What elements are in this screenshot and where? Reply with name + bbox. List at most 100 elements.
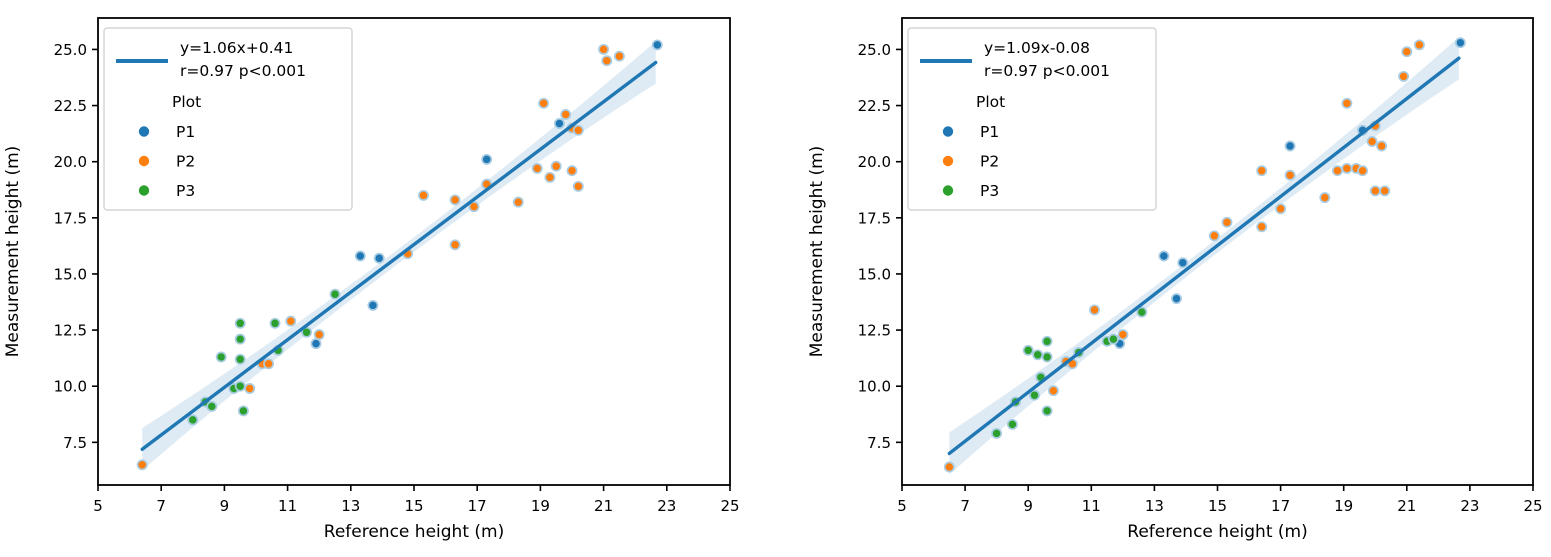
legend-box xyxy=(907,27,1157,211)
x-tick-label: 23 xyxy=(657,497,676,515)
scatter-point xyxy=(449,194,461,206)
x-tick-label: 25 xyxy=(720,497,739,515)
scatter-point xyxy=(560,109,572,120)
scatter-point xyxy=(269,317,281,329)
scatter-point xyxy=(1284,169,1296,181)
scatter-point xyxy=(1366,136,1378,147)
x-tick-label: 9 xyxy=(220,497,230,515)
y-tick-label: 15.0 xyxy=(54,265,87,283)
x-tick-label: 5 xyxy=(93,497,103,515)
scatter-point xyxy=(481,153,493,165)
x-tick-label: 17 xyxy=(468,497,487,515)
scatter-plot-right: 5 7 9 11 13 15 17 19 21 23 25 7.5 10.0 12.5 15.0 17.5 20… xyxy=(776,0,1551,557)
scatter-point xyxy=(1341,97,1353,109)
y-tick-label: 22.5 xyxy=(54,97,87,115)
chart-svg: 5 7 9 11 13 15 17 19 21 23 25 7.5 10.0 12.5 15.0 17.5 20… xyxy=(807,17,1543,542)
scatter-point xyxy=(418,189,429,201)
scatter-point xyxy=(1341,162,1353,174)
scatter-point xyxy=(1398,70,1410,82)
scatter-point xyxy=(553,118,565,129)
y-tick-label: 25.0 xyxy=(858,41,891,59)
legend-fit-label: y=1.09x-0.08 xyxy=(984,39,1090,57)
y-tick-label: 25.0 xyxy=(54,41,87,59)
scatter-point xyxy=(1221,216,1233,228)
scatter-point xyxy=(1006,418,1018,430)
scatter-point xyxy=(329,288,341,300)
y-tick-label: 7.5 xyxy=(867,434,891,452)
legend-label-p2: P2 xyxy=(176,153,195,171)
scatter-point xyxy=(285,315,297,327)
legend-label-p1: P1 xyxy=(176,123,195,141)
scatter-point xyxy=(1208,230,1220,242)
x-tick-label: 23 xyxy=(1460,497,1479,515)
y-tick-label: 7.5 xyxy=(63,434,87,452)
scatter-point xyxy=(234,333,246,345)
y-tick-label: 12.5 xyxy=(54,322,87,340)
x-tick-label: 9 xyxy=(1023,497,1033,515)
scatter-point xyxy=(1413,39,1425,51)
series-P2 xyxy=(136,43,625,471)
scatter-point xyxy=(1136,306,1148,318)
y-tick-label: 15.0 xyxy=(858,265,891,283)
scatter-point xyxy=(1041,405,1053,417)
legend-fit-label: y=1.06x+0.41 xyxy=(180,39,293,57)
legend-label-p1: P1 xyxy=(980,123,999,141)
scatter-point xyxy=(449,239,461,251)
legend-fit-label: r=0.97 p<0.001 xyxy=(180,62,306,80)
scatter-point xyxy=(136,459,148,471)
legend-marker-p1 xyxy=(942,126,954,137)
x-tick-label: 17 xyxy=(1271,497,1290,515)
legend-marker-p3 xyxy=(942,185,954,196)
scatter-point xyxy=(601,55,613,67)
scatter-point xyxy=(1454,37,1466,49)
legend-label-p3: P3 xyxy=(980,182,999,200)
x-tick-label: 7 xyxy=(960,497,970,515)
scatter-point xyxy=(234,380,246,392)
scatter-point xyxy=(1357,165,1369,177)
regression-line xyxy=(140,60,658,451)
scatter-point xyxy=(468,201,480,213)
scatter-point xyxy=(244,383,256,394)
y-tick-label: 22.5 xyxy=(858,97,891,115)
x-tick-label: 19 xyxy=(1334,497,1353,515)
y-tick-label: 10.0 xyxy=(858,378,891,396)
scatter-point xyxy=(354,250,366,262)
x-tick-label: 13 xyxy=(1145,497,1164,515)
scatter-point xyxy=(1376,140,1388,152)
scatter-point xyxy=(991,427,1003,439)
scatter-point xyxy=(1275,203,1287,215)
scatter-point xyxy=(206,400,218,412)
x-tick-label: 19 xyxy=(531,497,550,515)
scatter-plot-left: 5 7 9 11 13 15 17 19 21 23 25 7.5 10.0 12.5 15.0 17.5 20… xyxy=(0,0,775,557)
scatter-point xyxy=(1369,185,1381,197)
x-axis-label: Reference height (m) xyxy=(1127,522,1307,542)
legend-title: Plot xyxy=(172,93,201,111)
y-axis-label: Measurement height (m) xyxy=(3,146,23,358)
scatter-point xyxy=(531,162,543,174)
x-tick-label: 11 xyxy=(278,497,297,515)
legend-marker-p2 xyxy=(942,155,954,167)
series-P1 xyxy=(310,39,663,350)
legend: y=1.09x-0.08 r=0.97 p<0.001 Plot P1 P2 P3 xyxy=(907,27,1157,211)
scatter-point xyxy=(1041,351,1053,363)
scatter-point xyxy=(566,165,578,177)
x-tick-label: 15 xyxy=(1208,497,1227,515)
x-tick-label: 5 xyxy=(897,497,907,515)
scatter-point xyxy=(1041,335,1053,347)
scatter-point xyxy=(1171,293,1182,305)
scatter-point xyxy=(1256,221,1268,233)
scatter-point xyxy=(187,414,199,426)
x-tick-label: 21 xyxy=(1397,497,1416,515)
scatter-point xyxy=(1319,192,1331,204)
scatter-point xyxy=(301,326,313,338)
x-tick-label: 11 xyxy=(1082,497,1101,515)
scatter-point xyxy=(1047,385,1059,397)
x-tick-label: 7 xyxy=(156,497,166,515)
legend-label-p3: P3 xyxy=(176,182,195,200)
y-tick-label: 17.5 xyxy=(54,209,87,227)
legend-title: Plot xyxy=(976,93,1005,111)
scatter-point xyxy=(1284,140,1296,152)
chart-svg: 5 7 9 11 13 15 17 19 21 23 25 7.5 10.0 12.5 15.0 17.5 20… xyxy=(3,17,740,542)
series-P1 xyxy=(1114,37,1466,350)
